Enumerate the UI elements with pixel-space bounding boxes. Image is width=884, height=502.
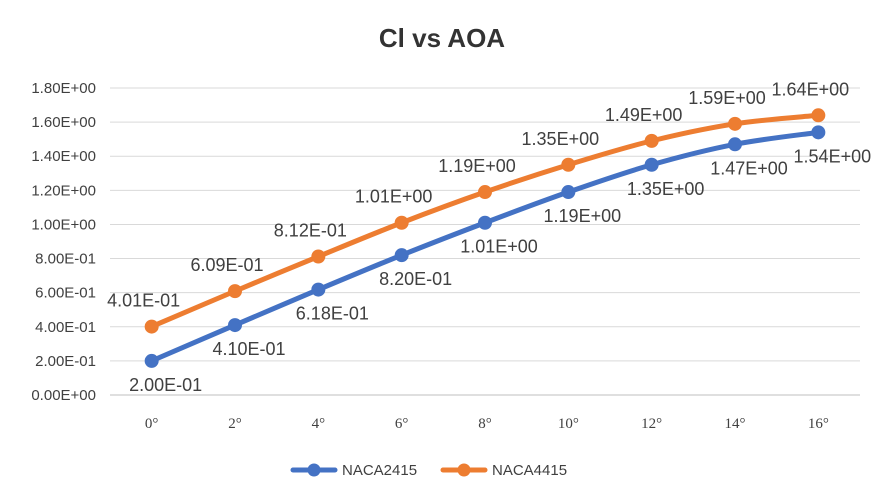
legend-marker-naca4415 [457,463,471,477]
legend-marker-naca2415 [307,463,321,477]
data-label-naca4415: 6.09E-01 [190,255,263,275]
x-axis-tick-labels: 0° 2° 4° 6° 8° 10° 12° 14° 16° [145,416,829,432]
data-label-naca2415: 1.01E+00 [460,237,538,257]
data-point-naca2415 [811,125,826,140]
legend-label-naca2415: NACA2415 [342,462,417,479]
x-tick-label: 6° [395,416,409,432]
data-label-naca2415: 8.20E-01 [379,269,452,289]
data-point-naca4415 [811,108,826,123]
data-label-naca2415: 4.10E-01 [212,339,285,359]
x-tick-label: 8° [478,416,492,432]
data-label-naca4415: 1.35E+00 [522,129,600,149]
y-tick-label: 1.80E+00 [31,80,96,97]
y-axis-tick-labels: 0.00E+00 2.00E-01 4.00E-01 6.00E-01 8.00E-01… [31,80,96,404]
data-label-naca4415: 1.64E+00 [772,79,850,99]
data-label-naca2415: 6.18E-01 [296,304,369,324]
y-tick-label: 1.60E+00 [31,114,96,131]
y-tick-label: 2.00E-01 [35,353,96,370]
data-label-naca4415: 1.01E+00 [355,187,433,207]
legend: NACA2415 NACA4415 [290,462,567,479]
data-point-naca4415 [728,116,742,131]
data-point-naca4415 [144,319,159,334]
data-label-naca2415: 1.35E+00 [627,179,705,199]
data-point-naca4415 [644,133,659,148]
data-point-naca4415 [228,284,242,299]
data-label-naca4415: 1.59E+00 [688,88,766,108]
y-tick-label: 6.00E-01 [35,285,96,302]
data-point-naca2415 [144,353,159,368]
y-tick-label: 1.20E+00 [31,182,96,199]
x-tick-label: 2° [228,416,242,432]
x-tick-label: 10° [558,416,579,432]
data-point-naca2415 [478,215,492,230]
data-label-naca4415: 1.19E+00 [438,156,516,176]
data-label-naca4415: 8.12E-01 [274,221,347,241]
data-point-naca2415 [394,248,409,263]
data-point-naca2415 [561,185,576,200]
data-point-naca4415 [478,185,492,200]
data-label-naca2415: 1.19E+00 [544,206,622,226]
x-tick-label: 14° [725,416,746,432]
x-tick-label: 0° [145,416,159,432]
data-labels: 2.00E-01 4.10E-01 6.18E-01 8.20E-01 1.01E+00… [107,79,871,395]
data-label-naca2415: 1.54E+00 [794,146,872,166]
data-point-naca2415 [644,157,659,172]
data-point-naca2415 [228,318,242,333]
data-point-naca2415 [311,282,326,297]
data-label-naca2415: 2.00E-01 [129,375,202,395]
data-label-naca2415: 1.47E+00 [710,158,788,178]
y-tick-label: 8.00E-01 [35,251,96,268]
y-tick-label: 0.00E+00 [31,387,96,404]
data-label-naca4415: 4.01E-01 [107,291,180,311]
chart-title: Cl vs AOA [379,23,505,53]
legend-label-naca4415: NACA4415 [492,462,567,479]
x-tick-label: 16° [808,416,829,432]
y-tick-label: 4.00E-01 [35,319,96,336]
data-point-naca2415 [728,137,742,152]
data-label-naca4415: 1.49E+00 [605,105,683,125]
data-point-naca4415 [561,157,576,172]
data-point-naca4415 [311,249,326,264]
x-tick-label: 12° [641,416,662,432]
series-layer [144,108,826,368]
y-tick-label: 1.00E+00 [31,216,96,233]
x-tick-label: 4° [312,416,326,432]
data-point-naca4415 [394,215,409,230]
y-tick-label: 1.40E+00 [31,148,96,165]
